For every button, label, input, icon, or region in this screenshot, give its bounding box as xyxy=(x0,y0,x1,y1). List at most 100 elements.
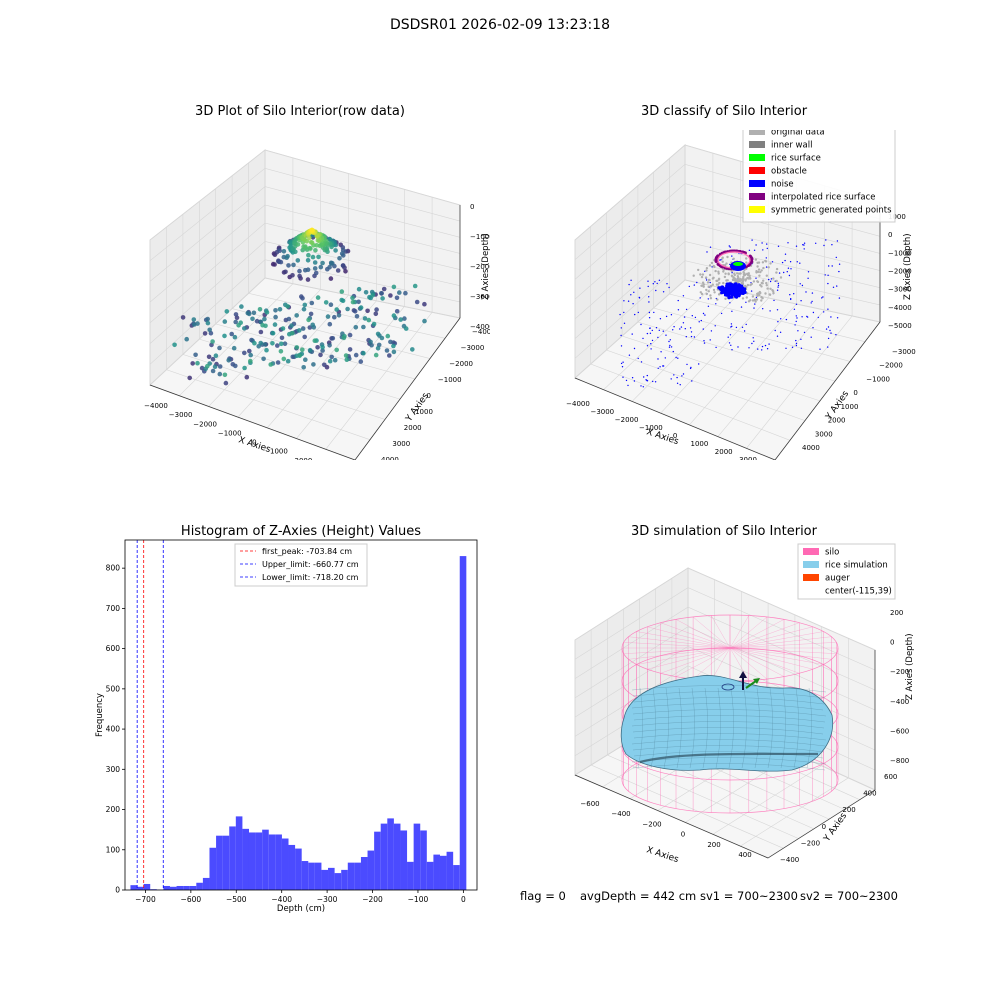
original-point xyxy=(745,296,748,299)
scatter-point xyxy=(394,309,400,314)
original-point xyxy=(725,262,728,265)
noise-point xyxy=(737,283,741,287)
noise-point xyxy=(727,282,731,286)
tick-label: 0 xyxy=(427,392,431,400)
noise-point xyxy=(785,347,787,349)
noise-point xyxy=(828,265,830,267)
scatter-point xyxy=(314,243,319,248)
rice-mesh-line xyxy=(632,709,827,717)
tick-label: 1000 xyxy=(841,403,859,411)
noise-point xyxy=(740,306,743,308)
scatter-point xyxy=(353,352,359,358)
scatter-point xyxy=(210,339,215,344)
histogram-bar xyxy=(229,826,236,890)
noise-point xyxy=(646,374,648,377)
original-point xyxy=(757,268,761,271)
noise-point xyxy=(755,244,757,246)
noise-point xyxy=(650,348,652,350)
scatter-point xyxy=(347,332,353,338)
noise-point xyxy=(729,334,732,336)
scatter-point xyxy=(279,335,285,341)
scatter-point xyxy=(398,317,404,322)
x-axis-label: Depth (cm) xyxy=(277,904,325,914)
legend-label: rice surface xyxy=(771,154,821,164)
noise-point xyxy=(751,342,753,345)
histogram-bar xyxy=(222,835,230,890)
tick-label: −1000 xyxy=(866,375,890,383)
panel1-title: 3D Plot of Silo Interior(row data) xyxy=(195,104,405,119)
noise-point xyxy=(646,332,649,335)
scatter-point xyxy=(297,268,302,274)
histogram-bar xyxy=(453,865,460,890)
scatter-point xyxy=(262,342,268,347)
scatter-point xyxy=(379,291,384,296)
scatter-point xyxy=(422,318,427,324)
original-point xyxy=(772,291,775,295)
original-point xyxy=(716,283,720,286)
original-point xyxy=(710,261,714,265)
original-point xyxy=(708,264,712,267)
rice-mesh-line xyxy=(632,763,826,771)
flag-status: flag = 0 xyxy=(520,889,566,903)
original-point xyxy=(741,282,745,286)
grid-line xyxy=(231,175,431,359)
tick-label: 0 xyxy=(890,639,894,647)
grid-line xyxy=(182,214,386,420)
noise-point xyxy=(655,289,657,292)
scatter-point xyxy=(308,311,314,317)
scatter-point xyxy=(363,290,369,295)
legend-frame xyxy=(234,543,368,587)
noise-point xyxy=(811,300,813,303)
noise-point xyxy=(827,274,829,276)
noise-point xyxy=(693,336,696,338)
scatter-point xyxy=(264,347,269,353)
legend-swatch xyxy=(803,561,819,568)
original-point xyxy=(759,270,762,274)
noise-point xyxy=(799,262,801,264)
noise-point xyxy=(793,293,795,295)
silo-roof-rib xyxy=(636,631,731,649)
scatter-point xyxy=(306,317,311,323)
original-point xyxy=(713,291,716,294)
original-point xyxy=(730,275,734,278)
noise-point xyxy=(812,311,815,314)
original-point xyxy=(715,279,718,283)
original-point xyxy=(765,281,768,285)
histogram-bar xyxy=(360,857,368,890)
tick-label: 4000 xyxy=(802,444,820,452)
histogram-bar xyxy=(163,885,170,890)
scatter-point xyxy=(320,348,325,353)
rice-mesh-line xyxy=(632,745,825,753)
z-axis-label: Z Axies (Depth) xyxy=(481,233,490,300)
noise-point xyxy=(670,314,673,316)
scatter-point xyxy=(248,352,253,358)
legend-frame xyxy=(742,130,896,223)
grid-line xyxy=(669,158,866,342)
original-point xyxy=(725,279,728,282)
scatter-point xyxy=(270,341,275,346)
scatter-point xyxy=(302,237,307,242)
original-point xyxy=(741,277,745,280)
silo-roof-rib xyxy=(647,626,731,649)
noise-point xyxy=(669,344,671,347)
noise-point xyxy=(788,274,791,277)
scatter-point xyxy=(294,313,299,318)
tick-label: 600 xyxy=(884,773,897,781)
noise-point xyxy=(659,318,662,320)
noise-point xyxy=(686,363,688,366)
tick-label: 0 xyxy=(853,389,857,397)
x-axis-label: X Axies xyxy=(645,845,680,865)
noise-point xyxy=(707,298,709,300)
scatter-point xyxy=(329,354,334,360)
scatter-point xyxy=(340,263,346,268)
tick-label: 200 xyxy=(707,841,720,849)
histogram-bar xyxy=(169,886,177,890)
legend-label: center(-115,39) xyxy=(825,587,892,597)
noise-point xyxy=(715,303,717,305)
scatter-point xyxy=(290,330,295,336)
noise-point xyxy=(654,381,657,383)
tick-label: −2000 xyxy=(888,268,912,276)
scatter-point xyxy=(254,318,260,324)
silo-roof-rib xyxy=(636,647,731,665)
grid-line xyxy=(149,149,461,241)
